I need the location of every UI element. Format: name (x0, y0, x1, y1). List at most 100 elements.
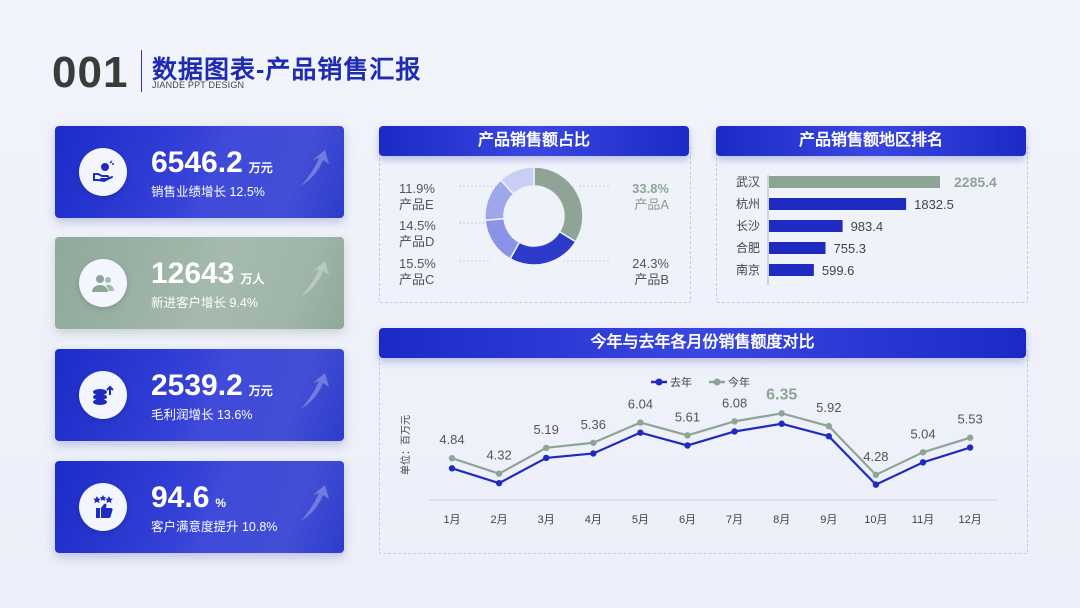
series-point (448, 465, 456, 472)
data-label: 6.04 (628, 397, 653, 412)
header-divider (141, 50, 142, 92)
slice-name-label: 产品E (399, 197, 434, 212)
legend-label: 今年 (728, 375, 750, 389)
series-point (966, 444, 974, 451)
donut-slice (533, 166, 584, 243)
donut-panel-header: 产品销售额占比 (379, 126, 689, 156)
trend-up-arrow-icon (301, 261, 329, 297)
legend-marker (713, 378, 721, 386)
kpi-unit: 万元 (248, 161, 273, 175)
x-tick-label: 11月 (912, 514, 934, 526)
y-axis-label: 单位：百万元 (399, 415, 412, 475)
kpi-description: 新进客户增长 9.4% (151, 296, 258, 310)
slice-value-label: 24.3% (632, 256, 669, 271)
data-label: 5.53 (957, 412, 982, 427)
donut-slice (509, 230, 577, 266)
x-tick-label: 2月 (491, 514, 508, 526)
series-point (684, 442, 691, 449)
slice-name-label: 产品D (399, 234, 434, 249)
x-tick-label: 12月 (958, 514, 981, 526)
users-icon (92, 275, 115, 292)
kpi-description: 客户满意度提升 10.8% (151, 520, 278, 534)
slice-value-label: 11.9% (399, 181, 435, 196)
data-label: 5.36 (581, 417, 606, 432)
series-point (590, 450, 597, 457)
section-number: 001 (52, 48, 129, 97)
line-panel-header: 今年与去年各月份销售额度对比 (379, 328, 1026, 358)
series-line (451, 412, 971, 477)
series-point (684, 432, 691, 439)
series-point (637, 419, 644, 426)
x-tick-label: 3月 (538, 514, 555, 526)
x-tick-label: 8月 (773, 514, 790, 526)
kpi-value: 12643 万人 (151, 257, 265, 290)
kpi-icon-circle (79, 371, 127, 419)
kpi-card-profit: 2539.2 万元 毛利润增长 13.6% (55, 349, 344, 441)
data-label: 6.35 (766, 386, 797, 403)
kpi-description: 销售业绩增长 12.5% (151, 185, 265, 199)
kpi-icon-circle (79, 148, 127, 196)
series-point (448, 455, 456, 462)
x-tick-label: 1月 (443, 514, 460, 526)
data-label: 4.84 (439, 432, 464, 447)
series-point (778, 420, 785, 427)
series-point (637, 429, 644, 436)
bar (769, 242, 826, 254)
bar (769, 198, 907, 210)
bar-value-label: 755.3 (834, 241, 867, 256)
series-point (495, 479, 503, 487)
kpi-icon-circle (79, 483, 127, 531)
donut-chart: 33.8%产品A 24.3%产品B 15.5%产品C 14.5%产品D 11.9%产品E (399, 166, 669, 287)
series-point (825, 422, 832, 430)
page-subtitle: JIANDE PPT DESIGN (152, 80, 245, 90)
series-point (872, 481, 880, 488)
series-point (731, 418, 738, 425)
series-point (590, 439, 597, 446)
kpi-card-customers: 12643 万人 新进客户增长 9.4% (55, 237, 344, 329)
hand-money-icon (93, 160, 114, 183)
kpi-unit: 万元 (248, 384, 273, 398)
series-line (451, 422, 971, 486)
slice-value-label: 15.5% (399, 256, 436, 271)
x-tick-label: 7月 (726, 514, 743, 526)
series-point (872, 471, 880, 479)
data-label: 6.08 (722, 395, 747, 410)
kpi-card-satisfaction: 94.6% 客户满意度提升 10.8% (55, 461, 344, 553)
legend-marker (655, 378, 663, 386)
kpi-value: 6546.2 万元 (151, 146, 273, 179)
bar (769, 264, 814, 276)
kpi-description: 毛利润增长 13.6% (151, 408, 253, 422)
series-point (919, 459, 927, 466)
region-panel-header: 产品销售额地区排名 (716, 126, 1026, 156)
slice-name-label: 产品C (399, 272, 434, 287)
slice-name-label: 产品A (634, 197, 669, 212)
series-point (919, 449, 927, 456)
bar-category-label: 南京 (736, 262, 760, 277)
bar-category-label: 杭州 (736, 196, 760, 211)
data-label: 4.32 (486, 448, 511, 463)
kpi-value: 2539.2 万元 (151, 369, 273, 402)
legend-label: 去年 (670, 375, 692, 389)
bar-category-label: 合肥 (736, 240, 760, 255)
data-label: 5.04 (910, 426, 935, 441)
kpi-value: 94.6% (151, 481, 227, 514)
series-point (825, 433, 832, 440)
x-tick-label: 5月 (632, 514, 649, 526)
data-label: 4.28 (863, 449, 888, 464)
trend-up-arrow-icon (301, 150, 329, 186)
slice-value-label: 14.5% (399, 218, 436, 233)
donut-slice (499, 166, 535, 196)
bar (769, 220, 843, 232)
donut-slice (484, 217, 521, 260)
bar (769, 176, 940, 188)
x-tick-label: 6月 (679, 514, 696, 526)
data-label: 5.92 (816, 400, 841, 415)
page-title: 数据图表-产品销售汇报 (152, 56, 422, 84)
kpi-unit: 万人 (240, 272, 265, 286)
series-point (966, 434, 974, 441)
bar-value-label: 599.6 (822, 263, 855, 278)
series-point (543, 454, 550, 462)
slice-value-label: 33.8% (632, 181, 669, 196)
bar-value-label: 2285.4 (954, 174, 997, 190)
